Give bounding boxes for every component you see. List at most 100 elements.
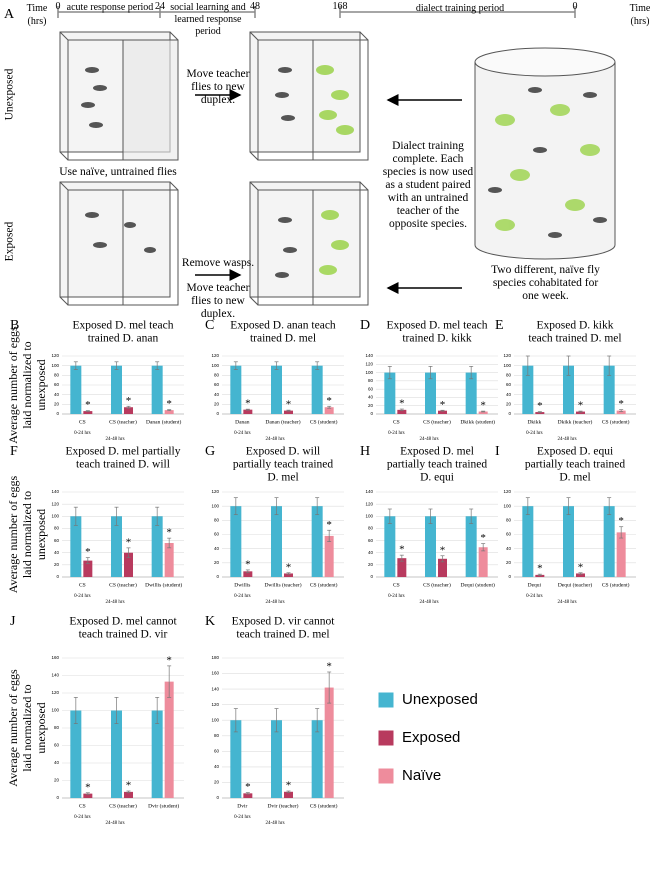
y-tick-label: 120 [51,690,59,695]
significance-marker: * [440,544,446,556]
y-tick-label: 80 [214,733,220,738]
legend-swatch [377,767,395,785]
x-tick-label: Danan [235,419,250,425]
error-bar [126,790,131,794]
y-tick-label: 120 [51,353,59,358]
error-bar [469,508,474,524]
timeline [57,6,576,18]
bar [83,793,93,798]
chart-title: partially teach trained [233,459,334,471]
chart-title: Exposed D. will [246,446,320,458]
x-tick-label: Dwillis [234,582,250,588]
error-bar [85,557,90,564]
error-bar [233,361,238,370]
x-tick-label: CS (student) [310,802,338,809]
bar [230,506,242,577]
group-label: 24-48 hrs [265,821,284,826]
y-tick-label: 120 [365,361,373,366]
error-bar [440,409,445,412]
trained-flies [316,65,354,275]
y-axis-label: unexposed [34,359,48,410]
group-label: 24-48 hrs [419,600,438,605]
panel-label: E [495,318,504,333]
y-axis-label: Average number of eggs [6,669,20,787]
y-tick-label: 0 [216,574,219,579]
error-bar [578,410,583,413]
significance-marker: * [537,563,543,575]
x-tick-label: CS (student) [310,581,338,588]
bar [603,506,615,577]
significance-marker: * [618,515,624,527]
x-tick-label: Dwillis (teacher) [264,581,301,588]
y-tick-label: 100 [503,503,511,508]
error-bar [399,554,404,562]
y-tick-label: 40 [214,546,220,551]
legend-swatch [377,691,395,709]
chart-title: trained D. mel [250,333,316,345]
x-tick-label: CS (teacher) [109,802,137,809]
legend-label: Naïve [402,767,441,784]
error-bar [327,671,332,704]
panel-label: G [205,444,215,459]
y-tick-label: 20 [214,780,220,785]
chart-title: teach trained D. will [76,459,170,471]
error-bar [428,366,433,380]
y-tick-label: 80 [214,518,220,523]
error-bar [286,790,291,793]
error-bar [245,569,250,574]
group-label: 24-48 hrs [265,600,284,605]
significance-marker: * [126,395,132,407]
y-tick-label: 0 [216,411,219,416]
x-tick-label: CS (student) [602,581,630,588]
y-tick-label: 140 [51,489,59,494]
y-tick-label: 0 [56,411,59,416]
y-tick-label: 40 [54,550,60,555]
y-tick-label: 40 [214,764,220,769]
x-tick-label: Dequi (student) [460,581,495,588]
bar [124,791,133,798]
group-label: 0-24 hrs [74,594,91,599]
group-label: 24-48 hrs [105,821,124,826]
y-tick-label: 0 [508,411,511,416]
chart-title: D. mel [559,472,590,484]
significance-marker: * [399,398,405,410]
group-label: 0-24 hrs [526,594,543,599]
x-tick-label: CS [79,803,86,809]
error-bar [315,361,320,370]
x-tick-label: CS [393,419,400,425]
y-tick-label: 40 [368,550,374,555]
chart-title: partially teach trained [525,459,626,471]
y-tick-label: 40 [506,546,512,551]
y-tick-label: 140 [365,489,373,494]
y-tick-label: 120 [211,702,219,707]
error-bar [85,792,90,795]
error-bar [114,506,119,526]
error-bar [73,506,78,526]
significance-marker: * [85,546,91,558]
period-label: social learning and learned response per… [170,2,246,37]
y-tick-label: 100 [211,363,219,368]
y-tick-label: 140 [51,673,59,678]
y-tick-label: 100 [365,370,373,375]
chart-title: trained D. anan [88,333,159,345]
y-tick-label: 80 [54,526,60,531]
y-axis-label: unexposed [34,702,48,753]
bar [164,410,174,414]
y-tick-label: 160 [51,655,59,660]
y-tick-label: 0 [370,411,373,416]
panel-label: B [10,318,19,333]
error-bar [440,555,445,563]
y-tick-label: 80 [506,373,512,378]
y-tick-label: 120 [211,353,219,358]
x-tick-label: CS (student) [602,418,630,425]
y-tick-label: 60 [54,743,60,748]
x-tick-label: Danan (teacher) [265,418,300,425]
error-bar [274,708,279,733]
significance-marker: * [85,399,91,411]
bar [284,410,293,414]
chart-title: teach trained D. vir [79,629,168,641]
x-tick-label: CS [393,582,400,588]
y-tick-label: 120 [503,489,511,494]
error-bar [566,497,571,516]
significance-marker: * [578,561,584,573]
